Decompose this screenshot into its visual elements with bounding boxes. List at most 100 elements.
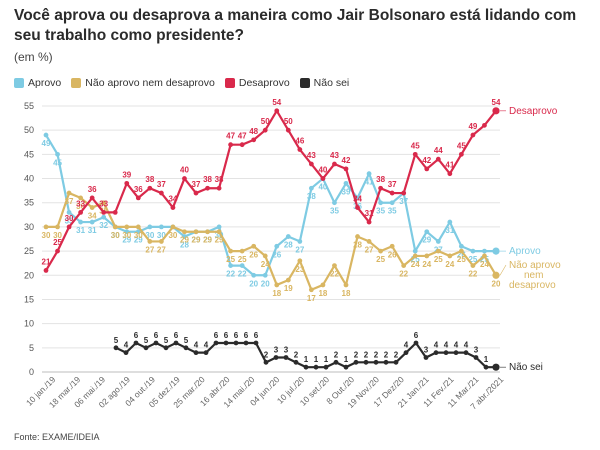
data-label-nao-aprovo-nem-desaprovo: 18 [342, 289, 351, 298]
data-label-nao-aprovo-nem-desaprovo: 19 [284, 284, 293, 293]
legend-label: Desaprovo [238, 77, 290, 89]
data-label-aprovo: 30 [215, 231, 224, 240]
data-label-nao-aprovo-nem-desaprovo: 17 [307, 294, 316, 303]
legend-swatch [299, 78, 310, 88]
data-label-nao-sei: 2 [374, 350, 379, 359]
data-label-aprovo: 40 [318, 183, 327, 192]
y-tick-label: 10 [24, 319, 34, 329]
data-label-desaprovo: 38 [203, 175, 212, 184]
data-label-nao-sei: 4 [444, 341, 449, 350]
data-point-nao-sei [233, 340, 239, 346]
data-point-nao-aprovo-nem-desaprovo [193, 229, 199, 235]
data-point-desaprovo [135, 195, 141, 201]
data-point-nao-aprovo-nem-desaprovo [182, 229, 187, 235]
data-label-nao-sei: 2 [354, 350, 359, 359]
data-point-desaprovo [470, 132, 476, 138]
data-point-nao-aprovo-nem-desaprovo [401, 263, 407, 268]
data-point-desaprovo [216, 185, 222, 191]
data-label-nao-aprovo-nem-desaprovo: 18 [272, 289, 281, 298]
data-label-nao-sei: 6 [214, 331, 219, 340]
data-point-nao-aprovo-nem-desaprovo [78, 195, 84, 201]
data-label-desaprovo: 37 [192, 180, 201, 189]
data-point-desaprovo [124, 180, 130, 186]
data-label-nao-sei: 2 [294, 350, 299, 359]
data-point-nao-aprovo-nem-desaprovo [55, 224, 60, 230]
data-point-nao-aprovo-nem-desaprovo [228, 248, 234, 254]
data-label-nao-aprovo-nem-desaprovo: 18 [318, 289, 327, 298]
data-point-desaprovo [89, 195, 95, 201]
data-label-desaprovo: 45 [411, 141, 420, 150]
data-label-desaprovo: 34 [353, 195, 362, 204]
data-label-nao-aprovo-nem-desaprovo: 22 [330, 270, 339, 279]
data-label-desaprovo: 40 [318, 166, 327, 175]
data-label-nao-sei: 5 [164, 336, 169, 345]
data-point-nao-aprovo-nem-desaprovo [239, 248, 245, 254]
data-label-desaprovo: 49 [468, 122, 477, 131]
data-label-nao-aprovo-nem-desaprovo: 30 [53, 231, 62, 240]
legend-swatch [14, 78, 24, 88]
series-line-desaprovo [45, 109, 497, 271]
data-point-aprovo [274, 243, 280, 249]
data-point-nao-sei [123, 350, 129, 356]
data-label-nao-aprovo-nem-desaprovo: 29 [215, 236, 224, 245]
data-label-aprovo: 26 [457, 250, 466, 259]
data-label-aprovo: 27 [295, 245, 304, 254]
data-point-aprovo [89, 219, 95, 225]
data-label-aprovo: 20 [249, 279, 258, 288]
data-label-desaprovo: 39 [122, 170, 131, 179]
data-label-desaprovo: 54 [492, 98, 501, 107]
data-point-nao-aprovo-nem-desaprovo [389, 243, 395, 249]
data-label-desaprovo: 38 [145, 175, 154, 184]
legend-label: Não aprovo nem desaprovo [85, 77, 215, 89]
data-point-nao-aprovo-nem-desaprovo [170, 224, 176, 230]
data-point-desaprovo [389, 190, 395, 196]
data-label-aprovo: 31 [76, 226, 85, 235]
y-tick-label: 35 [24, 198, 34, 208]
y-tick-label: 40 [24, 174, 34, 184]
data-label-nao-sei: 6 [234, 331, 239, 340]
data-label-desaprovo: 54 [272, 98, 281, 107]
data-point-nao-sei [253, 340, 259, 346]
data-point-desaprovo [332, 161, 337, 167]
data-label-desaprovo: 33 [76, 199, 85, 208]
data-label-desaprovo: 38 [215, 175, 224, 184]
data-label-nao-sei: 4 [404, 341, 409, 350]
data-point-desaprovo [43, 268, 49, 273]
data-label-aprovo: 28 [284, 241, 293, 250]
data-point-desaprovo [308, 161, 314, 167]
data-label-aprovo: 28 [180, 241, 189, 250]
data-point-aprovo [378, 200, 384, 206]
data-label-nao-aprovo-nem-desaprovo: 30 [122, 231, 131, 240]
data-label-nao-aprovo-nem-desaprovo: 22 [468, 270, 477, 279]
data-label-desaprovo: 36 [134, 185, 143, 194]
data-label-desaprovo: 33 [99, 199, 108, 208]
data-point-nao-aprovo-nem-desaprovo [101, 200, 107, 206]
data-label-aprovo: 29 [134, 236, 143, 245]
data-label-desaprovo: 50 [261, 117, 270, 126]
data-point-nao-sei [413, 340, 419, 346]
legend-swatch [71, 78, 82, 88]
data-point-nao-sei [313, 364, 319, 370]
legend-label: Aprovo [28, 77, 62, 89]
data-label-nao-sei: 4 [124, 341, 129, 350]
data-point-nao-aprovo-nem-desaprovo [412, 253, 418, 259]
data-label-aprovo: 35 [388, 207, 397, 216]
data-point-aprovo [216, 224, 222, 230]
data-label-nao-aprovo-nem-desaprovo: 37 [65, 197, 74, 206]
data-point-aprovo [101, 214, 107, 220]
data-point-nao-sei [243, 340, 249, 346]
data-label-nao-aprovo-nem-desaprovo: 36 [76, 202, 85, 211]
data-label-aprovo: 45 [53, 158, 62, 167]
data-point-aprovo [447, 219, 453, 225]
data-point-nao-sei [333, 359, 339, 365]
end-label-desaprovo: Desaprovo [509, 106, 558, 117]
y-tick-label: 55 [24, 101, 34, 111]
data-label-nao-aprovo-nem-desaprovo: 25 [434, 255, 443, 264]
data-point-nao-sei [423, 355, 429, 360]
data-point-nao-sei [353, 359, 359, 365]
data-label-aprovo: 38 [307, 192, 316, 201]
data-point-desaprovo [366, 219, 372, 225]
data-label-aprovo: 25 [411, 255, 420, 264]
data-point-nao-aprovo-nem-desaprovo [205, 229, 210, 235]
data-point-aprovo [228, 263, 234, 268]
